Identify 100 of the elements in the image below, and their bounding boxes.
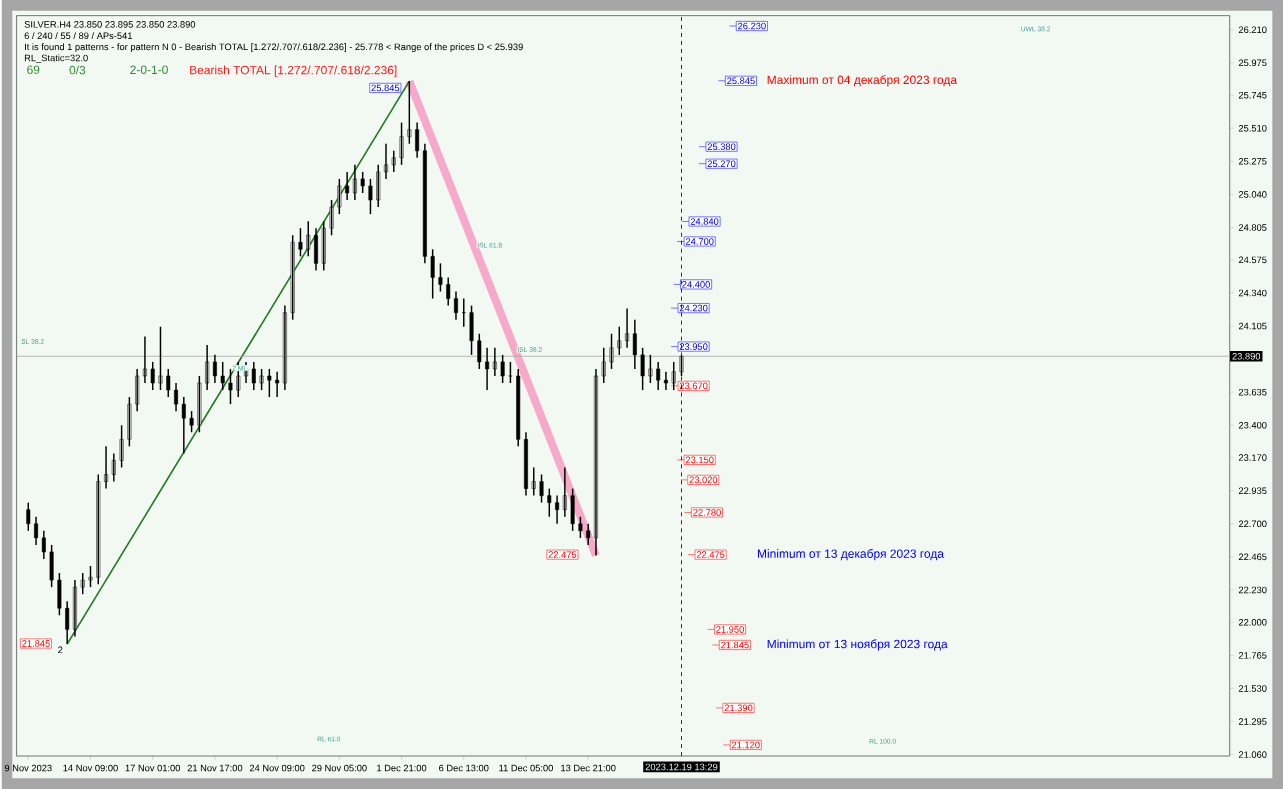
candlestick — [368, 178, 373, 215]
x-tick-label: 14 Nov 09:00 — [63, 764, 118, 772]
annotation: 21.120 — [731, 741, 760, 749]
x-tick-label: 11 Dec 05:00 — [499, 764, 553, 772]
annotation: Minimum от 13 ноября 2023 года — [767, 639, 948, 651]
y-tick-label: 22.230 — [1238, 586, 1267, 594]
candlestick — [267, 368, 272, 398]
annotation: SILVER.H4 23.850 23.895 23.850 23.890 — [24, 21, 196, 28]
candlestick — [259, 368, 264, 391]
y-tick-label: 22.700 — [1238, 520, 1267, 528]
candlestick — [228, 368, 233, 405]
annotation: 24.840 — [690, 218, 719, 225]
y-tick-label: 21.295 — [1238, 718, 1267, 725]
annotation: Bearish TOTAL [1.272/.707/.618/2.236] — [190, 65, 397, 77]
candlestick — [547, 487, 552, 518]
x-tick-label: 9 Nov 2023 — [4, 764, 52, 772]
y-tick-label: 24.340 — [1238, 289, 1267, 297]
annotation: 23.020 — [689, 476, 718, 484]
annotation: 69 — [27, 65, 40, 75]
candlestick — [539, 473, 544, 504]
candlestick — [220, 361, 225, 391]
annotation: 24.230 — [679, 304, 708, 312]
candlestick — [399, 121, 404, 166]
annotation: 23.150 — [685, 456, 714, 464]
candlestick — [26, 501, 31, 532]
annotation: Maximum от 04 декабря 2023 года — [767, 75, 958, 87]
candlestick — [57, 572, 62, 616]
candlestick — [360, 171, 365, 194]
y-tick-label: 21.765 — [1238, 652, 1267, 659]
annotation: 24.400 — [682, 281, 710, 288]
y-tick-label: 21.530 — [1238, 685, 1267, 692]
annotation: 25.270 — [707, 160, 736, 168]
annotation: 25.845 — [371, 84, 400, 92]
candlestick — [127, 396, 132, 448]
annotation: Minimum от 13 декабря 2023 года — [757, 549, 944, 561]
candlestick — [570, 487, 575, 532]
annotation: RL_Static=32.0 — [24, 54, 88, 64]
annotation: 21.845 — [721, 641, 749, 649]
candlestick — [49, 544, 54, 588]
annotation: 2-0-1-0 — [130, 65, 168, 75]
y-tick-label: 26.210 — [1238, 26, 1267, 34]
y-tick-label: 25.040 — [1238, 191, 1267, 198]
ref-line-label: 23.890 — [1232, 352, 1261, 360]
y-tick-label: 23.635 — [1238, 388, 1267, 396]
y-tick-label: 25.510 — [1238, 124, 1267, 132]
y-tick-label: 25.975 — [1238, 59, 1267, 67]
candlestick — [189, 410, 194, 434]
annotation: 6 / 240 / 55 / 89 / APs-541 — [24, 32, 132, 40]
candlestick — [477, 333, 482, 370]
y-tick-label: 22.935 — [1238, 487, 1267, 494]
candlestick — [119, 424, 124, 469]
annotation: 0/3 — [69, 65, 86, 75]
y-tick-label: 21.060 — [1238, 751, 1267, 758]
annotation: It is found 1 patterns - for pattern N 0 - Bearish TOTAL [1.272/.707/.618/2.236] - 25.778 < Range of the prices D < 25.939 — [25, 43, 523, 52]
annotation: 22.475 — [548, 551, 577, 558]
x-tick-label: 29 Nov 05:00 — [312, 764, 367, 772]
candlestick — [80, 572, 85, 595]
x-tick-label: 17 Nov 01:00 — [125, 764, 181, 772]
x-tick-label: 21 Nov 17:00 — [187, 764, 243, 772]
annotation: 22.475 — [696, 551, 725, 558]
candlestick — [290, 234, 295, 321]
candlestick — [407, 80, 412, 145]
candlestick — [158, 325, 163, 391]
candlestick — [166, 368, 171, 398]
candlestick — [500, 354, 505, 384]
x-tick-label: 13 Dec 21:00 — [561, 764, 616, 772]
x-tick-label: 1 Dec 21:00 — [377, 764, 427, 772]
annotation: 22.780 — [693, 509, 721, 516]
candlestick — [648, 354, 653, 384]
candlestick — [150, 361, 155, 391]
candlestick — [586, 523, 591, 546]
candlestick — [430, 248, 435, 300]
annotation: 2 — [58, 646, 63, 654]
y-tick-label: 22.000 — [1238, 619, 1267, 626]
candlestick — [329, 199, 334, 236]
y-tick-label: 23.400 — [1238, 421, 1267, 429]
candlestick — [531, 466, 536, 497]
candlestick — [96, 473, 101, 586]
candlestick — [508, 361, 513, 384]
candlestick — [601, 347, 606, 384]
annotation: 24.700 — [685, 238, 714, 245]
annotation: 25.380 — [707, 143, 736, 150]
y-tick-label: 24.575 — [1238, 256, 1267, 264]
y-tick-label: 25.745 — [1238, 91, 1267, 99]
candlestick — [197, 375, 202, 434]
candlestick — [469, 304, 474, 356]
candlestick — [617, 325, 622, 356]
candlestick — [298, 227, 303, 258]
y-tick-label: 22.465 — [1238, 553, 1267, 561]
annotation: 23.670 — [679, 382, 708, 390]
candlestick — [88, 565, 93, 588]
annotation: 25.845 — [727, 77, 755, 85]
y-tick-label: 23.170 — [1238, 454, 1267, 461]
candlestick — [438, 262, 443, 293]
candlestick — [640, 347, 645, 391]
annotation: 21.950 — [716, 626, 744, 633]
text: 2023.12.19 13:29 — [645, 763, 718, 771]
y-tick-label: 25.275 — [1238, 158, 1267, 165]
y-tick-label: 24.105 — [1238, 322, 1267, 330]
candlestick — [306, 220, 311, 258]
